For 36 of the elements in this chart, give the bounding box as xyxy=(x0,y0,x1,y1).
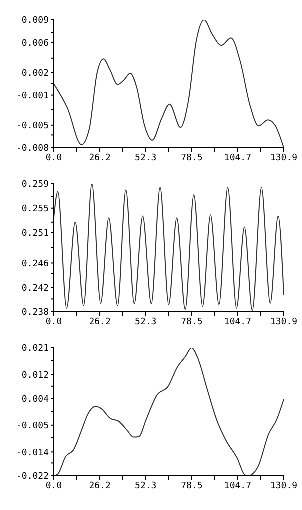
x-tick-label: 130.9 xyxy=(270,481,298,492)
y-tick-label: 0.012 xyxy=(22,370,49,381)
y-tick-label: 0.259 xyxy=(22,180,49,190)
x-tick-label: 104.7 xyxy=(224,481,252,492)
x-tick-label: 104.7 xyxy=(224,153,252,164)
x-tick-label: 26.2 xyxy=(89,317,111,328)
y-tick-label: 0.238 xyxy=(22,308,49,318)
y-tick-label: 0.251 xyxy=(22,228,49,239)
x-tick-label: 104.7 xyxy=(224,317,252,328)
x-tick-label: 130.9 xyxy=(270,153,298,164)
y-tick-label: -0.022 xyxy=(16,472,49,482)
x-tick-label: 52.3 xyxy=(135,481,157,492)
x-tick-label: 52.3 xyxy=(135,317,157,328)
y-tick-label: 0.002 xyxy=(22,68,49,79)
y-tick-label: 0.242 xyxy=(22,284,49,294)
y-tick-label: 0.255 xyxy=(22,204,49,215)
x-tick-label: 26.2 xyxy=(89,153,111,164)
y-tick-label: 0.004 xyxy=(22,394,49,405)
y-tick-label: -0.014 xyxy=(16,448,49,458)
y-tick-label: 0.021 xyxy=(22,344,49,354)
x-tick-label: 78.5 xyxy=(181,481,203,492)
x-tick-label: 0.0 xyxy=(46,153,62,164)
y-tick-label: 0.006 xyxy=(22,38,49,49)
x-tick-label: 26.2 xyxy=(89,481,111,492)
y-tick-label: -0.005 xyxy=(16,122,49,132)
x-tick-label: 78.5 xyxy=(181,317,203,328)
x-tick-label: 0.0 xyxy=(46,481,62,492)
x-tick-label: 130.9 xyxy=(270,317,298,328)
x-tick-label: 78.5 xyxy=(181,153,203,164)
y-tick-label: -0.005 xyxy=(16,422,49,432)
x-tick-label: 52.3 xyxy=(135,153,157,164)
y-tick-label: -0.001 xyxy=(16,91,49,102)
x-tick-label: 0.0 xyxy=(46,317,62,328)
y-tick-label: 0.009 xyxy=(22,16,49,26)
y-tick-label: -0.008 xyxy=(16,144,49,154)
y-tick-label: 0.246 xyxy=(22,259,49,270)
